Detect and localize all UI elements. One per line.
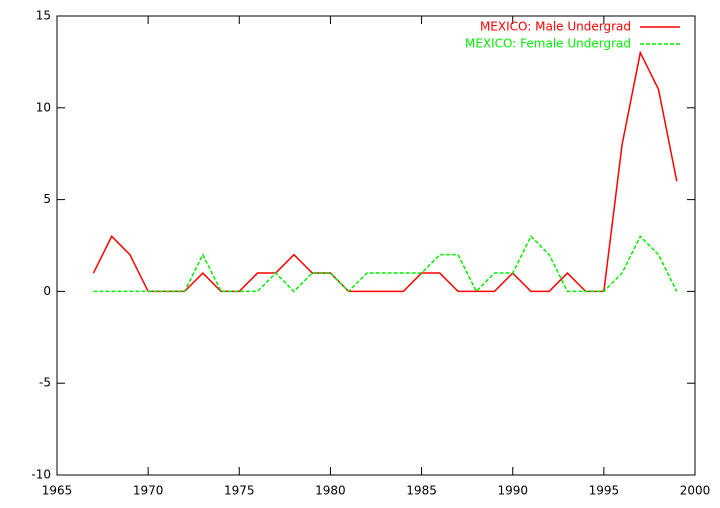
y-tick-label: -10	[31, 468, 51, 482]
x-tick-label: 1975	[224, 484, 255, 498]
y-tick-label: 10	[36, 100, 51, 114]
x-tick-label: 1985	[406, 484, 437, 498]
y-tick-label: -5	[39, 376, 51, 390]
y-tick-label: 5	[43, 192, 51, 206]
series-line	[92, 50, 678, 293]
series-line	[93, 235, 678, 293]
x-tick-label: 1990	[497, 484, 528, 498]
legend-label: MEXICO: Male Undergrad	[480, 20, 631, 34]
y-tick-label: 15	[36, 9, 51, 23]
x-tick-label: 2000	[680, 484, 711, 498]
x-tick-label: 1970	[133, 484, 164, 498]
y-tick-label: 0	[43, 284, 51, 298]
x-tick-label: 1980	[315, 484, 346, 498]
x-tick-label: 1965	[42, 484, 73, 498]
legend-label: MEXICO: Female Undergrad	[465, 37, 631, 51]
plot-border	[56, 15, 696, 476]
x-tick-label: 1995	[589, 484, 620, 498]
